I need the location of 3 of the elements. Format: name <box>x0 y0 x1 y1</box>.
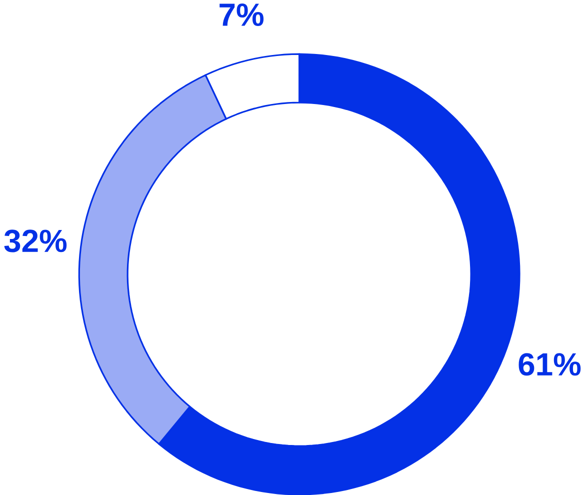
data-label: 32% <box>4 230 67 252</box>
data-label: 7% <box>220 3 264 26</box>
data-label: 61% <box>518 352 581 376</box>
